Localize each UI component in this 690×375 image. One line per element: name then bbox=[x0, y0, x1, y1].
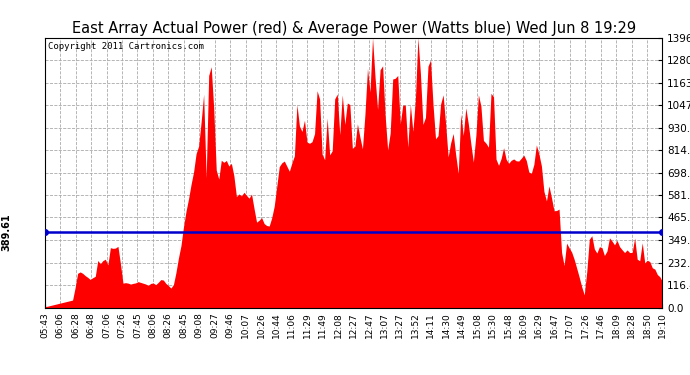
Text: 389.61: 389.61 bbox=[1, 213, 12, 251]
Title: East Array Actual Power (red) & Average Power (Watts blue) Wed Jun 8 19:29: East Array Actual Power (red) & Average … bbox=[72, 21, 635, 36]
Text: Copyright 2011 Cartronics.com: Copyright 2011 Cartronics.com bbox=[48, 42, 204, 51]
